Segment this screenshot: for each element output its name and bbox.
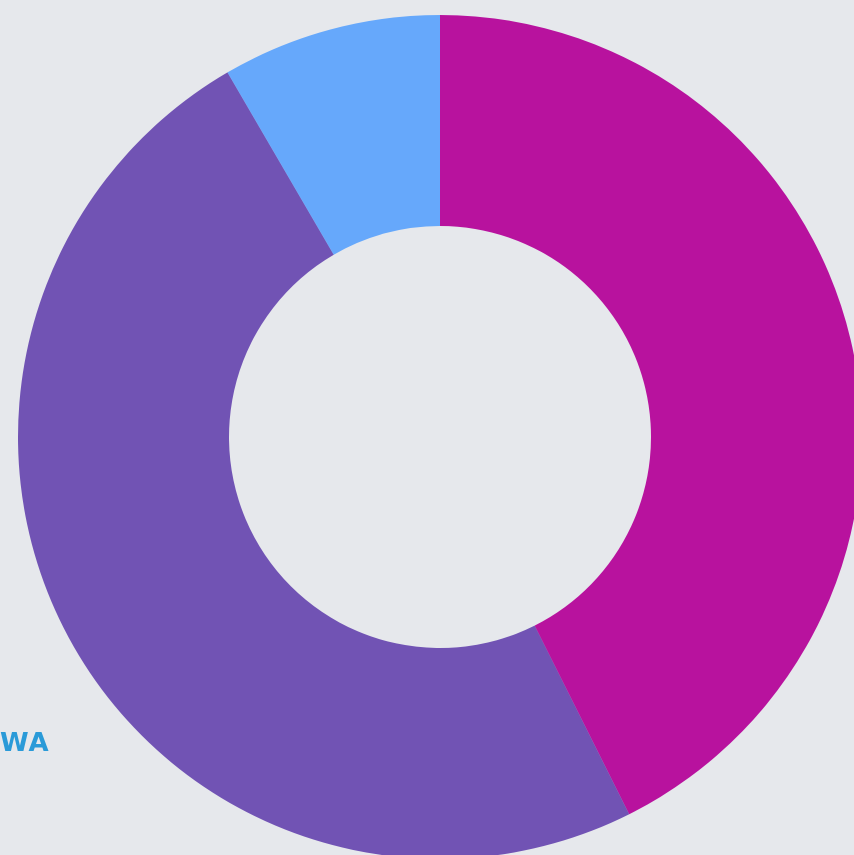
donut-segment (440, 15, 854, 815)
donut-segment (18, 72, 630, 855)
donut-segment (227, 14, 440, 255)
logo: WA (0, 728, 50, 758)
